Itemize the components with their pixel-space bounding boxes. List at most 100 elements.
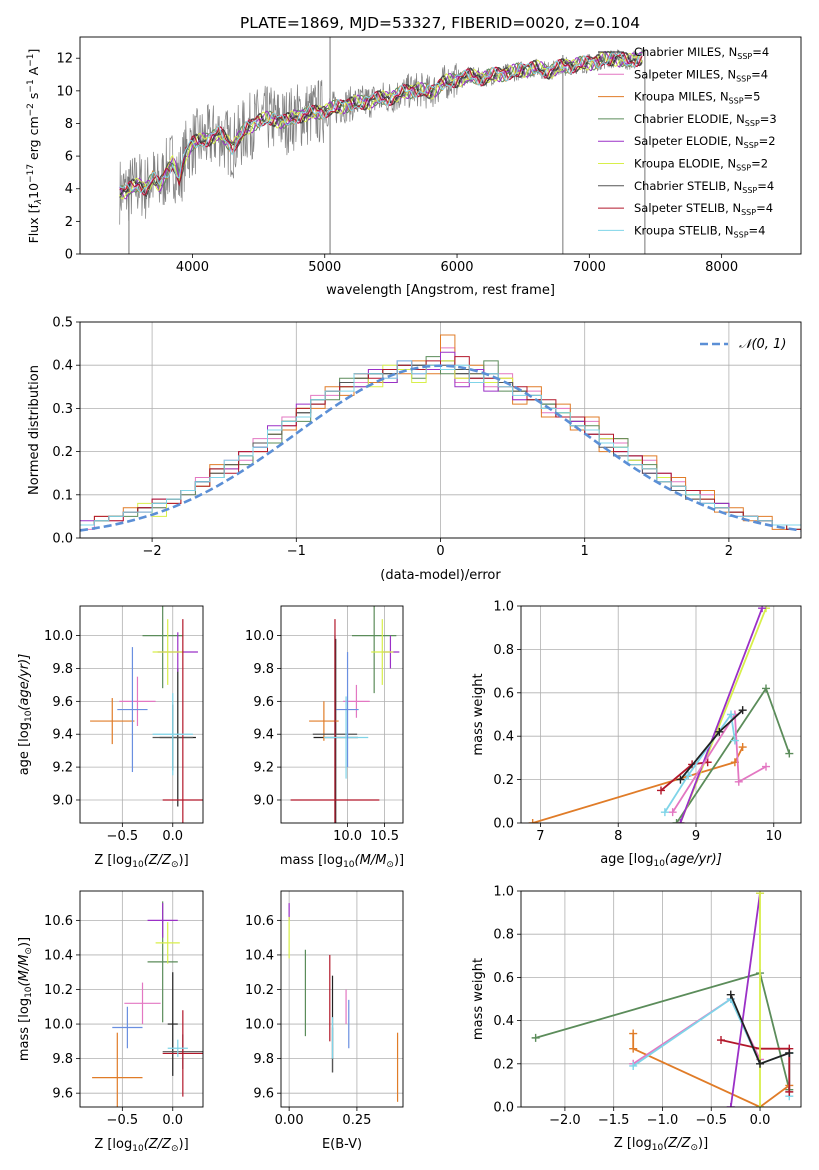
y-tick-label: 9.4: [52, 728, 73, 743]
legend-entry: Kroupa MILES, NSSP=5: [634, 90, 760, 106]
y-tick-label: 10.2: [44, 983, 73, 998]
legend-entry: Salpeter STELIB, NSSP=4: [634, 201, 773, 217]
y-tick-label: 0.5: [52, 316, 73, 331]
weight-marker: [785, 1049, 794, 1057]
y-axis-label: age [log10(age/yr)]: [17, 654, 34, 776]
y-tick-label: 0.3: [52, 402, 73, 417]
weight-marker: [726, 1103, 735, 1107]
weight-line: [720, 1039, 791, 1092]
x-axis-label: Z [log10(Z/Z⊙)]: [94, 853, 188, 870]
x-tick-label: −0.5: [107, 829, 139, 844]
y-axis-label: mass weight: [471, 958, 486, 1040]
x-tick-label: 2: [725, 544, 733, 559]
x-tick-label: 0.0: [162, 1113, 183, 1128]
y-tick-label: 12: [56, 52, 73, 67]
y-tick-label: 0.4: [52, 359, 73, 374]
weight-line: [671, 711, 767, 813]
y-tick-label: 8: [65, 117, 73, 132]
plot-content-weight-vs-Z: [531, 891, 794, 1107]
legend-entry: Chabrier MILES, NSSP=4: [634, 45, 769, 61]
weight-marker: [738, 743, 747, 752]
x-tick-label: 8: [614, 829, 622, 844]
plot-content-age-vs-mass: [290, 606, 400, 823]
y-tick-label: 2: [65, 215, 73, 230]
y-tick-label: 0.0: [493, 817, 514, 832]
errorbar-point: [152, 619, 183, 685]
weight-marker: [629, 1044, 638, 1053]
y-tick-label: 10.4: [44, 948, 73, 963]
weight-marker: [629, 1029, 638, 1038]
plot-content-residuals: [80, 334, 801, 532]
y-tick-label: 6: [65, 150, 73, 165]
weight-marker: [762, 684, 770, 693]
figure-title: PLATE=1869, MJD=53327, FIBERID=0020, z=0…: [240, 14, 640, 32]
x-tick-label: 0: [436, 544, 444, 559]
x-axis-label: Z [log10(Z/Z⊙)]: [94, 1137, 188, 1154]
plot-content-spectrum: [119, 37, 646, 254]
legend-entry: Salpeter ELODIE, NSSP=2: [634, 134, 776, 150]
y-tick-label: 4: [65, 182, 73, 197]
y-tick-label: 10.6: [44, 914, 73, 929]
plot-age-vs-Z: −0.5 0.0 9.0 9.2 9.4 9.6 9.8 10.0 Z [log10(Z/Z⊙)…: [17, 605, 204, 870]
weight-marker: [758, 606, 767, 613]
x-tick-label: 9: [692, 829, 700, 844]
model-spectrum-line: [119, 52, 643, 196]
legend-entry: Chabrier STELIB, NSSP=4: [634, 179, 774, 195]
x-tick-label: 0.00: [275, 1113, 304, 1128]
plot-mass-vs-ebv: 0.00 0.25 9.6 9.8 10.0 10.2 10.4 10.6 E(B-V): [245, 890, 404, 1152]
x-axis-label: (data-model)/error: [380, 568, 501, 583]
axes-frame: [79, 890, 204, 1108]
y-tick-label: 0.8: [493, 643, 514, 658]
weight-line: [729, 893, 761, 1107]
histogram-8: [80, 360, 801, 526]
y-tick-label: 0.6: [493, 971, 514, 986]
errorbar-point: [119, 676, 156, 727]
y-tick-label: 9.6: [253, 1087, 274, 1102]
y-tick-label: 10.0: [44, 629, 73, 644]
errorbar-point: [167, 972, 178, 1076]
y-tick-label: 0.6: [493, 686, 514, 701]
weight-marker: [668, 808, 677, 817]
weight-marker: [715, 727, 724, 736]
y-tick-label: 0: [65, 248, 73, 263]
errorbar-point: [152, 693, 193, 776]
weight-marker: [660, 808, 669, 817]
legend-entry: Chabrier ELODIE, NSSP=3: [634, 112, 777, 128]
legend-entry: Salpeter MILES, NSSP=4: [634, 67, 768, 83]
axes-frame: [79, 321, 802, 539]
x-tick-label: 6000: [440, 260, 473, 275]
x-tick-label: −2.0: [549, 1113, 581, 1128]
x-tick-label: 7: [536, 829, 544, 844]
legend-entry: Kroupa STELIB, NSSP=4: [634, 223, 765, 239]
x-tick-label: 0.25: [342, 1113, 371, 1128]
x-axis-label: wavelength [Angstrom, rest frame]: [326, 283, 555, 298]
plot-residuals: −2 −1 0 1 2 0.0 0.1 0.2 0.3 0.4 0.5 𝒩(0, 1) (data-mo…: [27, 316, 802, 583]
plot-spectrum: 4000 5000 6000 7000 8000 0 2 4 6 8 10 12 Chabrier MI…: [26, 36, 802, 298]
y-tick-label: 9.8: [253, 1052, 274, 1067]
y-tick-label: 0.0: [493, 1101, 514, 1116]
x-tick-label: −1.5: [598, 1113, 630, 1128]
weight-marker: [756, 1059, 765, 1068]
weight-marker: [762, 762, 770, 771]
x-tick-label: 10: [766, 829, 783, 844]
errorbar-point: [167, 1039, 188, 1057]
y-tick-label: 9.6: [253, 695, 274, 710]
x-tick-label: 0.0: [162, 829, 183, 844]
errorbar-point: [112, 1006, 143, 1049]
y-tick-label: 9.2: [253, 761, 274, 776]
x-tick-label: 0.0: [750, 1113, 771, 1128]
axes-frame: [79, 36, 802, 255]
y-tick-label: 0.4: [493, 1014, 514, 1029]
x-tick-label: 1: [581, 544, 589, 559]
y-tick-label: 10: [56, 84, 73, 99]
y-axis-label: Flux [fλ10−17 erg cm−2 s−1 A−1]: [26, 49, 44, 244]
weight-line: [675, 686, 791, 823]
errorbar-point: [162, 619, 203, 823]
y-tick-label: 9.0: [52, 793, 73, 808]
x-axis-label: Z [log10(Z/Z⊙)]: [614, 1136, 708, 1153]
axes-frame: [280, 890, 404, 1108]
weight-marker: [727, 710, 735, 719]
axes-frame: [520, 605, 802, 824]
weight-marker: [528, 819, 537, 823]
model-spectrum-line: [119, 51, 643, 200]
